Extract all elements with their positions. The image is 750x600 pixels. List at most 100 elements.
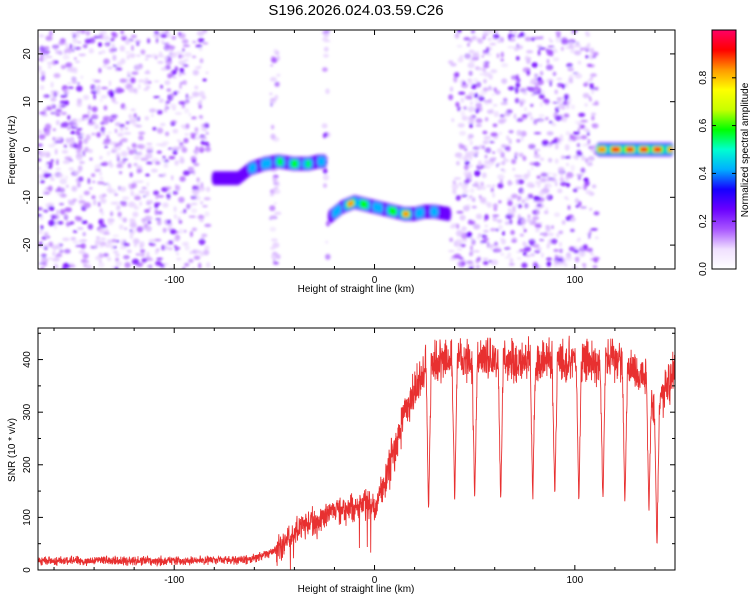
noise-blob: [111, 43, 115, 49]
noise-blob: [574, 73, 583, 79]
noise-blob: [489, 42, 496, 46]
noise-blob: [40, 266, 45, 269]
noise-blob: [566, 104, 570, 109]
noise-blob: [39, 45, 45, 52]
noise-blob: [48, 144, 56, 148]
noise-blob: [150, 168, 158, 173]
noise-blob: [468, 115, 475, 122]
noise-blob: [82, 253, 89, 259]
noise-blob: [463, 106, 467, 110]
noise-blob: [160, 67, 167, 71]
noise-blob: [178, 145, 186, 149]
noise-blob: [94, 243, 98, 249]
noise-blob: [538, 114, 545, 117]
noise-blob: [183, 229, 187, 233]
noise-blob: [555, 106, 560, 114]
noise-blob: [78, 250, 86, 255]
noise-blob: [71, 49, 75, 52]
noise-blob: [546, 58, 550, 65]
noise-blob: [272, 261, 279, 265]
noise-blob: [321, 123, 328, 129]
noise-blob: [561, 220, 566, 225]
noise-blob: [94, 124, 99, 130]
noise-blob: [88, 37, 96, 44]
x-tick-label: 100: [566, 575, 583, 586]
track-core: [602, 146, 606, 153]
noise-blob: [178, 32, 182, 36]
noise-blob: [40, 225, 44, 230]
noise-blob: [39, 262, 45, 265]
noise-blob: [167, 197, 171, 201]
noise-blob: [554, 143, 559, 150]
noise-blob: [466, 197, 470, 201]
noise-blob: [57, 186, 61, 191]
noise-blob: [559, 84, 566, 87]
noise-blob: [67, 115, 71, 120]
noise-blob: [136, 226, 144, 233]
noise-blob: [590, 73, 597, 77]
noise-blob: [541, 252, 544, 258]
noise-blob: [42, 261, 48, 267]
noise-blob: [135, 65, 142, 70]
noise-blob: [471, 30, 475, 34]
noise-blob: [548, 37, 552, 41]
noise-blob: [182, 170, 190, 176]
noise-blob: [506, 109, 513, 114]
noise-blob: [594, 100, 599, 106]
noise-blob: [453, 76, 458, 83]
noise-blob: [550, 140, 558, 144]
noise-blob: [202, 78, 207, 82]
noise-blob: [196, 30, 205, 37]
noise-blob: [197, 215, 205, 220]
noise-blob: [592, 51, 599, 56]
noise-blob: [191, 227, 197, 232]
noise-blob: [461, 183, 469, 190]
noise-blob: [508, 130, 514, 134]
noise-blob: [538, 94, 545, 100]
noise-blob: [182, 72, 186, 75]
colorbar-axes: 0.0 0.2 0.4 0.6 0.8: [698, 70, 736, 276]
noise-blob: [87, 223, 94, 230]
noise-blob: [583, 177, 589, 182]
noise-blob: [205, 132, 209, 135]
noise-blob: [561, 106, 566, 110]
noise-blob: [64, 248, 71, 254]
noise-blob: [79, 194, 84, 200]
noise-blob: [492, 203, 498, 209]
noise-blob: [484, 154, 488, 159]
noise-blob: [165, 100, 171, 104]
noise-blob: [504, 111, 508, 117]
noise-blob: [201, 95, 207, 100]
track-core: [306, 159, 311, 168]
noise-blob: [473, 93, 479, 98]
noise-blob: [110, 114, 118, 118]
noise-blob: [176, 246, 181, 250]
noise-blob: [585, 157, 589, 164]
noise-blob: [540, 172, 548, 178]
noise-blob: [178, 101, 186, 105]
noise-blob: [53, 224, 58, 230]
noise-blob: [495, 163, 499, 168]
noise-blob: [271, 57, 278, 64]
noise-blob: [490, 69, 498, 74]
noise-blob: [466, 231, 473, 238]
noise-blob: [130, 77, 136, 84]
noise-blob: [145, 54, 152, 58]
noise-blob: [50, 91, 56, 98]
noise-blob: [90, 84, 96, 91]
track-core: [658, 147, 662, 152]
noise-blob: [540, 89, 545, 96]
noise-blob: [146, 146, 154, 151]
noise-blob: [483, 135, 491, 140]
noise-blob: [43, 192, 51, 195]
noise-blob: [483, 79, 487, 84]
noise-blob: [530, 103, 534, 107]
noise-blob: [276, 55, 280, 61]
noise-blob: [76, 85, 83, 92]
noise-blob: [82, 114, 90, 118]
noise-blob: [166, 193, 171, 200]
noise-blob: [463, 37, 471, 41]
noise-blob: [109, 141, 117, 145]
noise-blob: [455, 230, 463, 237]
